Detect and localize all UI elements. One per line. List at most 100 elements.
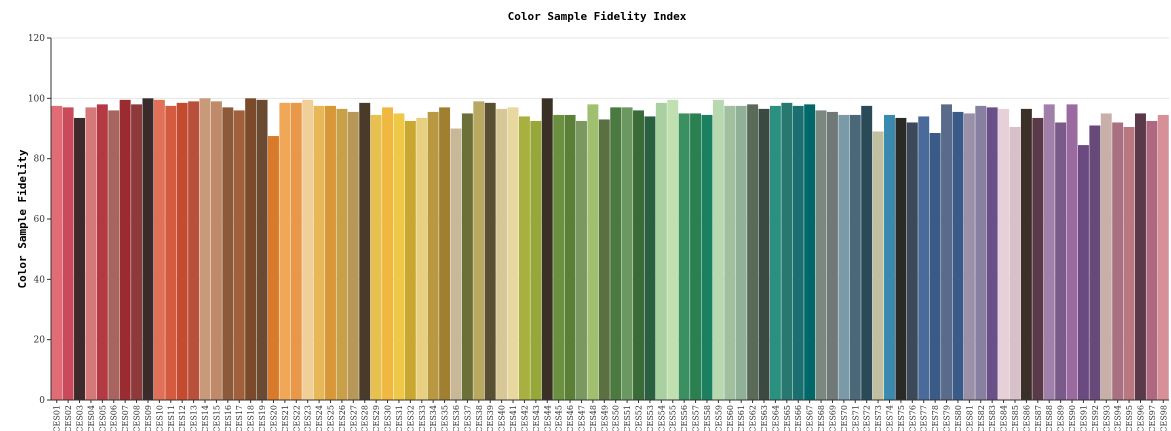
bar-ces82	[975, 105, 987, 401]
y-tick-label: 120	[28, 34, 45, 44]
bar-ces61	[735, 105, 747, 401]
bar-ces20	[267, 136, 279, 401]
bar-ces51	[621, 107, 633, 400]
bar-ces93	[1100, 113, 1112, 401]
x-tick-label: CES15	[212, 405, 221, 431]
bar-ces44	[541, 98, 553, 400]
x-tick-label: CES29	[372, 405, 381, 431]
bar-ces97	[1146, 120, 1158, 401]
x-tick-label: CES36	[452, 405, 461, 431]
bar-ces83	[986, 107, 998, 400]
x-tick-label: CES70	[840, 405, 849, 431]
bar-ces95	[1123, 126, 1135, 401]
bar-ces32	[404, 120, 416, 401]
bar-ces88	[1043, 104, 1055, 401]
bar-ces64	[769, 105, 781, 401]
bar-ces41	[507, 107, 519, 400]
bar-ces66	[792, 105, 804, 401]
bars	[51, 98, 1169, 401]
x-tick-label: CES53	[646, 405, 655, 431]
x-tick-label: CES76	[908, 405, 917, 431]
bar-ces31	[393, 113, 405, 401]
bar-ces77	[918, 116, 930, 401]
bar-ces52	[633, 110, 644, 401]
bar-ces75	[895, 117, 907, 400]
bar-ces91	[1077, 145, 1089, 400]
x-tick-label: CES47	[577, 405, 586, 431]
bar-ces78	[929, 133, 941, 400]
x-tick-label: CES65	[783, 405, 792, 431]
x-tick-label: CES19	[258, 405, 267, 431]
x-tick-label: CES17	[235, 405, 244, 431]
x-tick-label: CES77	[920, 405, 929, 431]
bar-ces11	[165, 105, 177, 401]
x-tick-label: CES94	[1114, 405, 1123, 431]
bar-ces84	[998, 108, 1010, 400]
bar-ces89	[1055, 122, 1067, 400]
bar-ces67	[804, 104, 816, 401]
x-tick-label: CES13	[190, 405, 199, 431]
bar-ces92	[1089, 125, 1101, 400]
bar-ces02	[62, 107, 74, 400]
bar-ces25	[325, 105, 336, 401]
x-tick-label: CES54	[657, 405, 666, 431]
x-tick-label: CES85	[1011, 405, 1020, 431]
x-tick-label: CES23	[304, 405, 313, 431]
bar-ces49	[598, 119, 610, 400]
x-tick-label: CES48	[589, 405, 598, 431]
bar-ces15	[210, 101, 222, 400]
x-tick-label: CES80	[954, 405, 963, 431]
x-tick-label: CES02	[64, 405, 73, 431]
bar-ces87	[1032, 117, 1044, 400]
y-tick-label: 20	[34, 336, 46, 346]
x-tick-label: CES35	[441, 405, 450, 431]
x-tick-label: CES57	[692, 405, 701, 431]
y-tick-label: 40	[34, 275, 46, 285]
x-tick-label: CES59	[714, 405, 723, 431]
x-tick-label: CES39	[486, 405, 495, 431]
x-tick-label: CES82	[977, 405, 986, 431]
x-tick-label: CES69	[828, 405, 837, 431]
x-tick-label: CES66	[794, 405, 803, 431]
bar-ces57	[690, 113, 702, 401]
bar-ces09	[142, 98, 154, 400]
x-tick-label: CES18	[247, 405, 256, 431]
bar-ces71	[849, 114, 861, 401]
bar-ces65	[781, 102, 793, 401]
bar-ces47	[576, 120, 587, 401]
x-tick-label: CES63	[760, 405, 769, 431]
x-tick-label: CES42	[520, 405, 529, 431]
bar-ces80	[952, 111, 964, 400]
bar-ces07	[119, 99, 131, 400]
bar-ces48	[587, 104, 599, 401]
bar-ces40	[496, 108, 508, 400]
x-tick-label: CES40	[498, 405, 507, 431]
x-tick-label: CES07	[121, 405, 130, 431]
x-tick-label: CES45	[555, 405, 564, 431]
x-tick-label: CES01	[53, 405, 62, 431]
bar-ces08	[131, 104, 143, 401]
x-tick-label: CES96	[1136, 405, 1145, 431]
bar-ces60	[724, 105, 736, 401]
bar-ces21	[279, 102, 291, 401]
x-tick-label: CES87	[1034, 405, 1043, 431]
bar-ces81	[963, 113, 975, 401]
bar-ces23	[302, 99, 314, 400]
x-tick-label: CES73	[874, 405, 883, 431]
bar-ces53	[644, 116, 656, 401]
x-tick-label: CES41	[509, 405, 518, 431]
bar-ces45	[553, 114, 565, 401]
bar-ces56	[678, 113, 690, 401]
x-tick-label: CES81	[965, 405, 974, 431]
x-tick-label: CES55	[669, 405, 678, 431]
bar-ces74	[884, 114, 895, 401]
x-tick-label: CES86	[1022, 405, 1031, 431]
x-tick-label: CES34	[429, 405, 438, 431]
bar-ces50	[610, 107, 622, 400]
bar-ces14	[199, 98, 211, 400]
x-tick-label: CES50	[612, 405, 621, 431]
x-tick-label: CES08	[133, 405, 142, 431]
x-tick-label: CES30	[384, 405, 393, 431]
x-tick-label: CES32	[406, 405, 415, 431]
